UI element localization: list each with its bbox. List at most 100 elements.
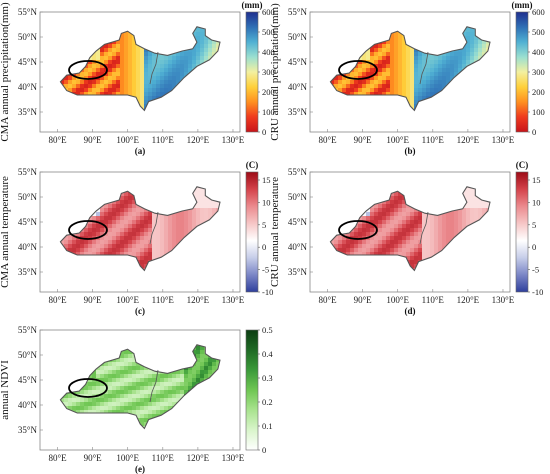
colorbar-tick-label: 300: [532, 67, 545, 77]
lat-tick-label: 40°N: [288, 242, 308, 252]
lon-tick-label: 80°E: [318, 295, 337, 305]
lat-tick-label: 40°N: [18, 82, 38, 92]
colorbar: [515, 11, 529, 133]
panel-d: 55°N 50°N 45°N 40°N 35°N 80°E 90°E 100°E 110°E 12…: [269, 160, 543, 316]
colorbar-tick-label: 400: [262, 47, 275, 57]
lon-tick-label: 80°E: [48, 453, 67, 463]
panel-ylabel: annual NDVI: [0, 360, 11, 420]
axes-frame: [309, 171, 511, 293]
panel-ylabel: CMA annual temperature: [0, 176, 11, 288]
colorbar-tick-label: 0: [532, 127, 536, 137]
lat-tick-label: 45°N: [18, 375, 38, 385]
sub-region-boundary: [149, 211, 159, 245]
lon-tick-label: 90°E: [354, 135, 373, 145]
lat-tick-label: 45°N: [18, 217, 38, 227]
lat-tick-label: 35°N: [18, 107, 38, 117]
colorbar-unit: (C): [246, 160, 259, 170]
axes-frame: [39, 329, 241, 451]
sub-region-boundary: [419, 211, 429, 245]
highlight-ellipse: [68, 378, 108, 398]
colorbar: [515, 171, 529, 293]
lon-tick-label: 130°E: [492, 295, 515, 305]
colorbar-unit: (C): [516, 160, 529, 170]
lon-tick-label: 110°E: [152, 295, 175, 305]
panel-caption: (d): [405, 306, 416, 316]
lon-tick-label: 100°E: [386, 135, 409, 145]
colorbar-tick-label: 500: [532, 27, 545, 37]
colorbar-tick-label: 600: [532, 7, 545, 17]
lon-tick-label: 120°E: [457, 295, 480, 305]
lat-tick-label: 35°N: [288, 107, 308, 117]
colorbar-tick-label: 0.2: [262, 397, 273, 407]
colorbar-tick-label: -10: [532, 287, 543, 297]
colorbar-tick-label: 100: [262, 107, 275, 117]
lon-tick-label: 130°E: [222, 135, 245, 145]
colorbar: [245, 11, 259, 133]
lat-tick-label: 35°N: [18, 267, 38, 277]
lat-tick-label: 35°N: [288, 267, 308, 277]
lon-tick-label: 120°E: [457, 135, 480, 145]
lat-tick-label: 50°N: [288, 192, 308, 202]
lon-tick-label: 110°E: [152, 453, 175, 463]
panel-ylabel: CRU annual precipitation(mm): [269, 3, 281, 141]
lon-tick-label: 130°E: [222, 295, 245, 305]
colorbar-tick-label: 200: [262, 87, 275, 97]
colorbar-tick-label: 10: [262, 197, 271, 207]
lat-tick-label: 50°N: [18, 32, 38, 42]
colorbar-tick-label: 0.1: [262, 421, 273, 431]
colorbar-tick-label: 600: [262, 7, 275, 17]
lon-tick-label: 90°E: [84, 295, 103, 305]
lon-tick-label: 120°E: [187, 295, 210, 305]
highlight-ellipse: [68, 220, 108, 240]
colorbar-tick-label: 5: [262, 220, 266, 230]
lon-tick-label: 90°E: [84, 453, 103, 463]
lon-tick-label: 120°E: [187, 135, 210, 145]
lon-tick-label: 110°E: [152, 135, 175, 145]
colorbar-tick-label: 500: [262, 27, 275, 37]
colorbar-tick-label: 0: [262, 242, 266, 252]
colorbar-tick-label: 10: [532, 197, 541, 207]
lon-tick-label: 130°E: [222, 453, 245, 463]
panel-caption: (c): [135, 306, 145, 316]
lon-tick-label: 80°E: [48, 295, 67, 305]
colorbar-tick-label: 0: [262, 127, 266, 137]
lon-tick-label: 110°E: [422, 295, 445, 305]
panel-b: 55°N 50°N 45°N 40°N 35°N 80°E 90°E 100°E 110°E 12…: [269, 0, 545, 156]
lat-tick-label: 55°N: [18, 325, 38, 335]
lon-tick-label: 80°E: [48, 135, 67, 145]
lon-tick-label: 100°E: [386, 295, 409, 305]
colorbar-tick-label: 100: [532, 107, 545, 117]
lat-tick-label: 55°N: [18, 7, 38, 17]
lat-tick-label: 45°N: [288, 217, 308, 227]
lon-tick-label: 100°E: [116, 135, 139, 145]
lat-tick-label: 55°N: [288, 167, 308, 177]
lon-tick-label: 90°E: [84, 135, 103, 145]
highlight-ellipse: [338, 60, 378, 80]
axes-frame: [39, 171, 241, 293]
colorbar: [245, 329, 259, 451]
panel-caption: (b): [405, 146, 416, 156]
highlight-ellipse: [338, 220, 378, 240]
colorbar-tick-label: 200: [532, 87, 545, 97]
panel-ylabel: CMA annual precipitation(mm): [0, 2, 11, 142]
lat-tick-label: 55°N: [18, 167, 38, 177]
panel-caption: (a): [135, 146, 146, 156]
colorbar-tick-label: -5: [262, 265, 269, 275]
colorbar-tick-label: 15: [262, 175, 271, 185]
colorbar-tick-label: 300: [262, 67, 275, 77]
lon-tick-label: 130°E: [492, 135, 515, 145]
colorbar-tick-label: -10: [262, 287, 273, 297]
colorbar-tick-label: 15: [532, 175, 541, 185]
lat-tick-label: 45°N: [288, 57, 308, 67]
colorbar-tick-label: 0.4: [262, 349, 273, 359]
colorbar-tick-label: 0: [262, 445, 266, 455]
axes-frame: [309, 11, 511, 133]
colorbar-unit: (mm): [512, 0, 533, 10]
colorbar-tick-label: 0.3: [262, 373, 273, 383]
lat-tick-label: 55°N: [288, 7, 308, 17]
colorbar-tick-label: 0.5: [262, 325, 273, 335]
panel-caption: (e): [135, 464, 145, 474]
lat-tick-label: 40°N: [18, 242, 38, 252]
highlight-ellipse: [68, 60, 108, 80]
